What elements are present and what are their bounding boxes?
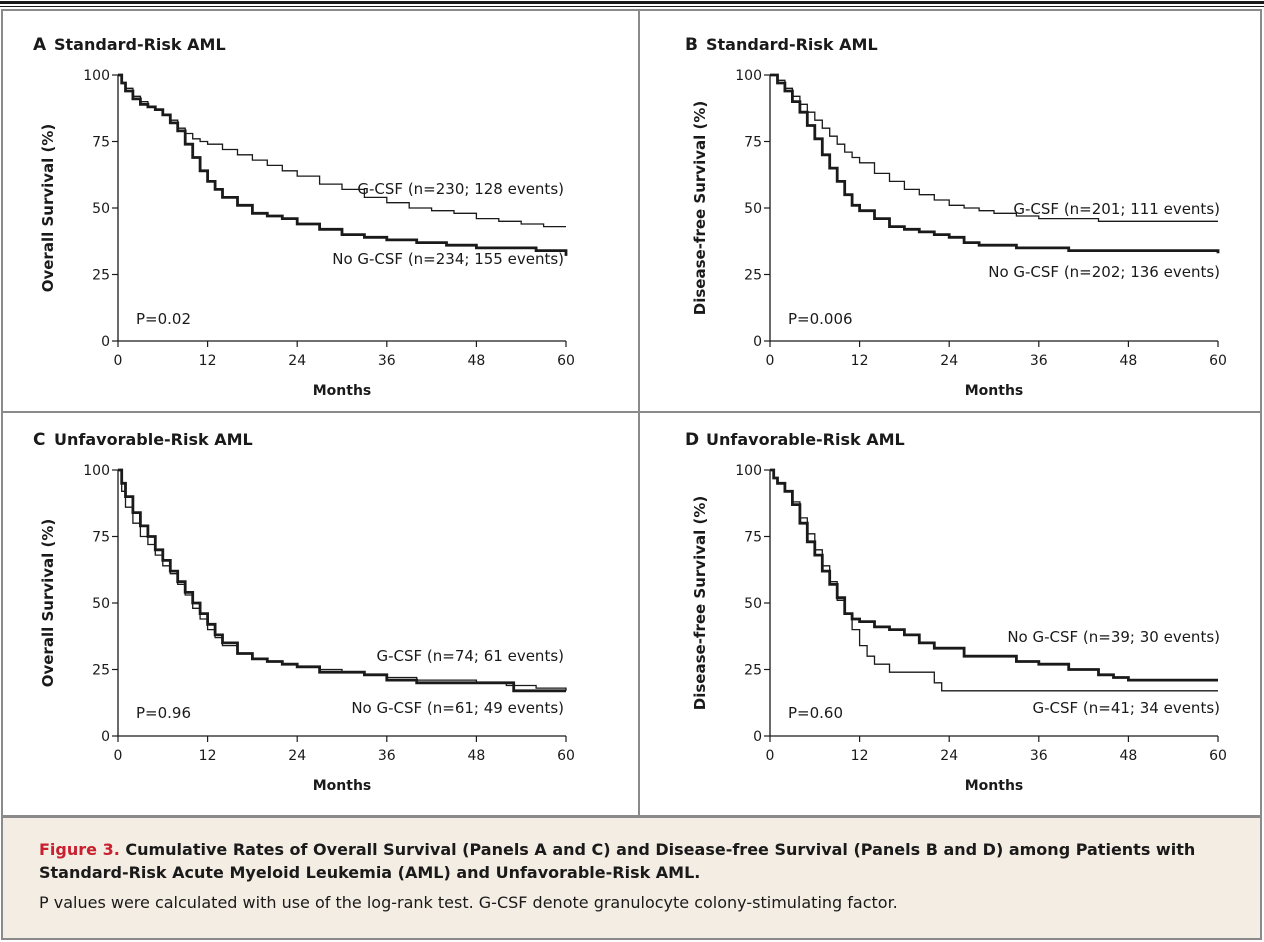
y-tick-label: 100 — [735, 68, 762, 84]
panel-divider-vertical — [638, 9, 640, 817]
x-tick-label: 0 — [766, 353, 775, 369]
y-tick-label: 50 — [744, 596, 762, 612]
y-axis-label: Overall Survival (%) — [39, 519, 57, 688]
series-line-no-gcsf — [770, 73, 1220, 254]
y-axis-label: Disease-free Survival (%) — [691, 101, 709, 315]
series-line-gcsf — [118, 74, 566, 228]
p-value: P=0.02 — [136, 310, 191, 328]
series-line-gcsf — [770, 74, 1218, 222]
y-tick-label: 0 — [753, 334, 762, 350]
x-tick-label: 24 — [288, 748, 306, 764]
y-tick-label: 100 — [735, 463, 762, 479]
caption-figure-label: Figure 3. — [39, 840, 120, 859]
panel-letter: A — [33, 35, 47, 55]
x-tick-label: 12 — [851, 748, 869, 764]
x-tick-label: 60 — [1209, 748, 1227, 764]
y-tick-label: 50 — [92, 201, 110, 217]
figure-caption: Figure 3. Cumulative Rates of Overall Su… — [1, 816, 1262, 940]
y-tick-label: 75 — [744, 530, 762, 546]
x-tick-label: 36 — [378, 353, 396, 369]
y-tick-label: 25 — [92, 268, 110, 284]
x-tick-label: 48 — [467, 748, 485, 764]
panel-title: Unfavorable-Risk AML — [54, 430, 253, 449]
series-annotation: G-CSF (n=41; 34 events) — [1032, 699, 1220, 717]
y-tick-label: 75 — [92, 135, 110, 151]
series-annotation: No G-CSF (n=39; 30 events) — [1007, 628, 1220, 646]
panel-title: Unfavorable-Risk AML — [706, 430, 905, 449]
series-annotation: No G-CSF (n=61; 49 events) — [351, 699, 564, 717]
series-annotation: G-CSF (n=201; 111 events) — [1013, 200, 1220, 218]
y-tick-label: 100 — [83, 68, 110, 84]
top-rule-thin — [0, 6, 1264, 7]
series-line-no-gcsf — [118, 468, 566, 693]
panel-letter: C — [33, 430, 45, 450]
panel-b: B Standard-Risk AML 0 25 50 75 100 0 12 24 36 48 60 M… — [685, 35, 1227, 399]
panel-letter: B — [685, 35, 698, 55]
x-tick-label: 36 — [378, 748, 396, 764]
x-tick-label: 12 — [199, 353, 217, 369]
x-tick-label: 0 — [114, 748, 123, 764]
y-tick-label: 25 — [744, 663, 762, 679]
y-tick-label: 50 — [92, 596, 110, 612]
series-line-no-gcsf — [770, 468, 1218, 682]
chart-panels: A Standard-Risk AML 0 25 50 75 100 0 12 24 36 48 60 M… — [33, 35, 1227, 794]
caption-note: P values were calculated with use of the… — [39, 893, 898, 912]
x-tick-label: 60 — [1209, 353, 1227, 369]
y-tick-label: 75 — [92, 530, 110, 546]
p-value: P=0.006 — [788, 310, 853, 328]
x-axis-label: Months — [965, 778, 1024, 794]
caption-title: Figure 3. Cumulative Rates of Overall Su… — [39, 838, 1229, 884]
x-tick-label: 24 — [940, 748, 958, 764]
panel-c: C Unfavorable-Risk AML 0 25 50 75 100 0 12 24 36 48… — [33, 430, 575, 794]
series-line-gcsf — [770, 469, 1218, 692]
top-rule — [0, 1, 1264, 4]
x-tick-label: 48 — [1119, 353, 1137, 369]
series-annotation: No G-CSF (n=234; 155 events) — [332, 250, 564, 268]
panel-divider-horizontal — [1, 411, 1262, 413]
x-tick-label: 12 — [851, 353, 869, 369]
y-tick-label: 50 — [744, 201, 762, 217]
x-tick-label: 36 — [1030, 353, 1048, 369]
series-annotation: G-CSF (n=74; 61 events) — [376, 647, 564, 665]
series-annotation: G-CSF (n=230; 128 events) — [357, 180, 564, 198]
x-tick-label: 48 — [467, 353, 485, 369]
series-line-no-gcsf — [118, 73, 568, 256]
x-tick-label: 60 — [557, 353, 575, 369]
x-axis-label: Months — [313, 778, 372, 794]
x-tick-label: 36 — [1030, 748, 1048, 764]
y-axis-label: Disease-free Survival (%) — [691, 496, 709, 710]
y-tick-label: 0 — [101, 334, 110, 350]
panel-title: Standard-Risk AML — [706, 35, 878, 54]
p-value: P=0.96 — [136, 704, 191, 722]
x-tick-label: 60 — [557, 748, 575, 764]
y-tick-label: 0 — [753, 729, 762, 745]
y-tick-label: 75 — [744, 135, 762, 151]
x-tick-label: 48 — [1119, 748, 1137, 764]
x-tick-label: 12 — [199, 748, 217, 764]
p-value: P=0.60 — [788, 704, 843, 722]
caption-title-text: Cumulative Rates of Overall Survival (Pa… — [39, 840, 1196, 882]
x-tick-label: 24 — [288, 353, 306, 369]
y-tick-label: 25 — [92, 663, 110, 679]
x-axis-label: Months — [313, 383, 372, 399]
y-tick-label: 100 — [83, 463, 110, 479]
panel-a: A Standard-Risk AML 0 25 50 75 100 0 12 24 36 48 60 M… — [33, 35, 575, 399]
y-tick-label: 25 — [744, 268, 762, 284]
panel-title: Standard-Risk AML — [54, 35, 226, 54]
panel-letter: D — [685, 430, 699, 450]
series-annotation: No G-CSF (n=202; 136 events) — [988, 263, 1220, 281]
x-tick-label: 24 — [940, 353, 958, 369]
x-axis-label: Months — [965, 383, 1024, 399]
x-tick-label: 0 — [766, 748, 775, 764]
panel-d: D Unfavorable-Risk AML 0 25 50 75 100 0 12 24 36 48… — [685, 430, 1227, 794]
y-tick-label: 0 — [101, 729, 110, 745]
x-tick-label: 0 — [114, 353, 123, 369]
y-axis-label: Overall Survival (%) — [39, 124, 57, 293]
